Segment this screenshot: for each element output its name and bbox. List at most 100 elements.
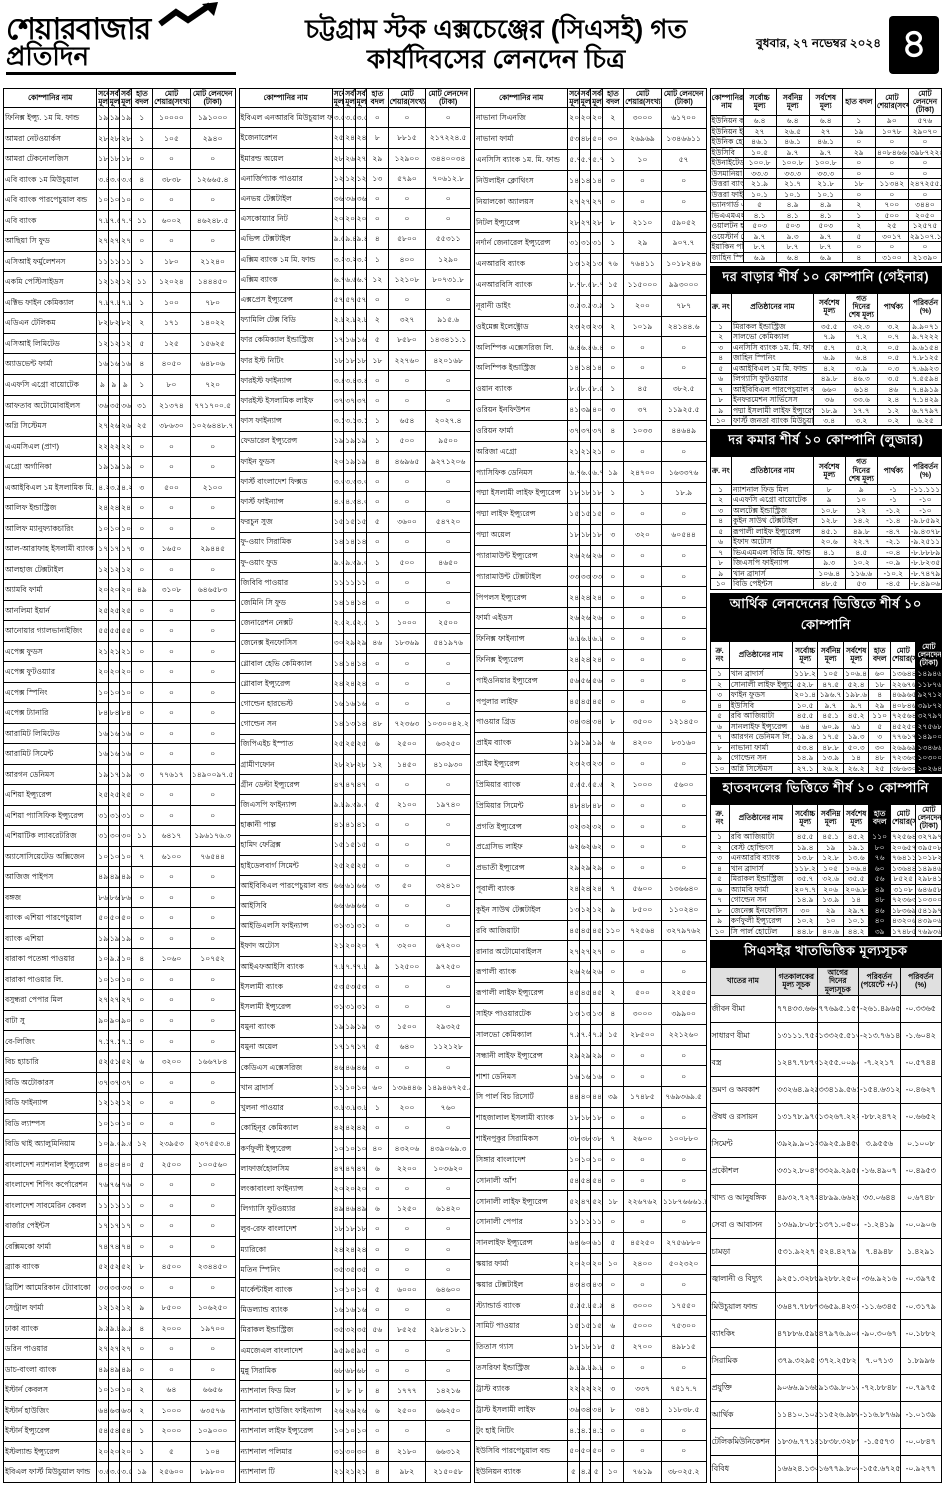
cell: ফার্স্ট বাংলাদেশ ফিক্সড bbox=[238, 470, 333, 493]
column-header: মোট লেনদেন (টাকা) bbox=[189, 87, 236, 109]
cell: স্ট্যান্ডার্ড ব্যাংক bbox=[473, 1294, 569, 1317]
cell: এসিআই লিমিটেড bbox=[2, 332, 98, 355]
stock-arrow-icon bbox=[158, 2, 218, 33]
cell: ২৩.৭ bbox=[567, 315, 580, 338]
cell: ১৭.৯ bbox=[96, 538, 109, 560]
table-row: ৮ জিএসপি ফাইন্যান্স ৯.৩ ১০.২ -০.৯ -৮.৮২৩৫ bbox=[709, 557, 943, 569]
cell: রূপালী ব্যাংক bbox=[473, 961, 569, 984]
cell: ৩৫.৭ bbox=[107, 394, 121, 417]
cell: ৫ bbox=[868, 720, 891, 733]
cell: ১০.৪ bbox=[107, 845, 121, 868]
column-header: মোট শেয়ার(সংখ্যা) bbox=[889, 640, 917, 670]
cell: ৪৫ bbox=[623, 378, 662, 400]
cell: ০ bbox=[425, 1258, 471, 1281]
cell: ৯.৮ bbox=[567, 1356, 580, 1379]
cell: -৯.৪৩৭৮ bbox=[908, 525, 943, 538]
cell: ৩১.৮ bbox=[119, 804, 132, 827]
cell: -২.১ bbox=[876, 536, 910, 548]
column-header: ক্র. নং bbox=[709, 640, 730, 670]
cell: ৬.৪ bbox=[590, 336, 603, 359]
cell: ৬১৪ bbox=[844, 383, 878, 396]
cell: ০ bbox=[387, 854, 427, 877]
cell: ৩৯২৫.৯৪৫৬ bbox=[816, 1129, 859, 1159]
cell: ২৩.২ bbox=[567, 752, 580, 775]
cell: ৪৫.২ bbox=[842, 710, 870, 722]
cell: ৩.২ bbox=[354, 248, 368, 270]
cell: ৬৪১৭ bbox=[152, 825, 191, 847]
cell: ৫৭ bbox=[660, 148, 707, 171]
cell: ৬.৫ bbox=[578, 461, 592, 484]
cell: ৩৬০০ bbox=[387, 511, 427, 533]
cell: ইউনাইটেড পাওয়ার bbox=[709, 157, 744, 169]
cell: ৭৭১৭০০.৫ bbox=[189, 394, 236, 417]
cell: ০ bbox=[189, 497, 236, 519]
cell: ০ bbox=[152, 1092, 191, 1114]
table-row: ৪ কুইন সাউথ টেক্সটাইল ১২.৮ ১৪.২ -১.৪ -৯.৮৫৯২ bbox=[709, 515, 943, 527]
cell: ১০৫ bbox=[343, 1077, 356, 1099]
cell: ৫০০ bbox=[387, 430, 427, 452]
table-row: বিবিধ১৬৬২৪.১৩০৯১৬৭৭৯.৮০৩৪-১৫৫.৬৭২৫-০.৯২৭… bbox=[709, 1454, 942, 1484]
column-header: সর্বোচ্চ মূল্য bbox=[791, 640, 819, 670]
cell: ০ bbox=[189, 517, 236, 540]
cell: ১৪৮ bbox=[567, 357, 580, 380]
cell: ২১.৯ bbox=[742, 178, 777, 190]
cell: ৩১.৮ bbox=[96, 804, 109, 827]
cell: ১৯.১ bbox=[96, 107, 109, 129]
cell: ২১৮০ bbox=[387, 1440, 427, 1462]
cell: ১৯.৪ bbox=[96, 763, 109, 786]
cell: ৪৯ bbox=[130, 579, 154, 601]
cell: ২৪.৪ bbox=[590, 877, 603, 900]
cell: ১৮.৭ bbox=[567, 1107, 580, 1129]
cell: ১১৮ bbox=[96, 250, 109, 273]
table-row: রূপালী লাইফ ইন্স্যুরেন্স৪৫.১৪৫.১৪৫.১২৫০০… bbox=[473, 982, 707, 1004]
cell: ০ bbox=[660, 794, 707, 817]
table-row: ১০ বিডি পেইন্টস ৪৮.৫ ৫৩ -৪.৫ -৮.৪৯০৬ bbox=[709, 578, 943, 590]
cell: -১.২৪১৯ bbox=[858, 1211, 901, 1240]
cell: ১৩৭১.০৫০০ bbox=[816, 1211, 859, 1240]
cell: ০ bbox=[130, 558, 154, 581]
cell: -৭২.৮৮৪৮ bbox=[858, 1373, 901, 1402]
table-row: এএমসিএল (প্রাণ)২২৭.১২২৭.১২২৭.১০০০ bbox=[2, 435, 236, 458]
cell: ০ bbox=[366, 915, 389, 937]
cell: ০ bbox=[130, 1338, 154, 1360]
cell: ২৮ bbox=[107, 127, 121, 150]
cell: ০ bbox=[623, 586, 662, 609]
table-row: ইবিএল এনআরবি মিউচুয়াল ফান্ড৩.৫৩.৫৩.৫০০০ bbox=[238, 107, 471, 129]
cell: ২৫০০ bbox=[387, 1400, 427, 1422]
cell: ১২.৮ bbox=[812, 515, 846, 527]
cell: ১০ bbox=[844, 494, 878, 506]
cell: -১১৬.৮৭৬৯ bbox=[858, 1400, 901, 1429]
cell: ২৪.৭ bbox=[578, 586, 592, 609]
cell: ০ bbox=[130, 456, 154, 478]
cell: ৪৫.১ bbox=[817, 831, 844, 843]
cell: ১ bbox=[366, 612, 389, 634]
table-row: ন্যাশনাল টি২১৯২১৯২১৯৪৯৮২২১৫০৫৮ bbox=[238, 1460, 471, 1484]
cell: ০ bbox=[425, 531, 471, 553]
column-header: পরিবর্তন (%) bbox=[899, 967, 942, 996]
cell: ইজেনারেশন bbox=[238, 127, 333, 149]
table-row: সি পার্ল বিচ রিসোর্ট৪৪.৮৪০.৬৪৪.২৩৯১৭৪৮৫৭… bbox=[473, 1086, 707, 1109]
cell: ০ bbox=[189, 989, 236, 1011]
cell: ০ bbox=[387, 107, 427, 129]
table-row: ইউসিবি১০.৫৯.৭৯.৭২৯৪০৮৪৬৬৩৯৮৭২২৪.২ bbox=[709, 146, 943, 159]
column-header: পার্থক্য bbox=[876, 456, 910, 485]
cell: ৫৪.৫ bbox=[119, 1420, 132, 1442]
cell: -১.৬০৪২ bbox=[899, 1021, 942, 1050]
cell: ৯ bbox=[130, 1297, 154, 1319]
cell: ০ bbox=[152, 1030, 191, 1052]
cell: ৬৩.৬ bbox=[119, 1399, 132, 1422]
cell: ১৪.৯ bbox=[331, 713, 345, 735]
cell: ৩.৪ bbox=[812, 414, 846, 427]
cell: ১৮.৩ bbox=[343, 1218, 356, 1240]
column-header: কোম্পানির নাম bbox=[2, 87, 98, 109]
cell: ২২.২ bbox=[578, 1377, 592, 1400]
cell: ০ bbox=[623, 503, 662, 525]
cell: ৫ bbox=[709, 710, 730, 722]
cell: ২৯.৮ bbox=[578, 857, 592, 879]
cell: ৭ bbox=[709, 894, 730, 906]
cell: ১৯.৬ bbox=[578, 732, 592, 754]
cell: ১.২ bbox=[876, 404, 910, 417]
cell: ৮.৫ bbox=[567, 378, 580, 400]
